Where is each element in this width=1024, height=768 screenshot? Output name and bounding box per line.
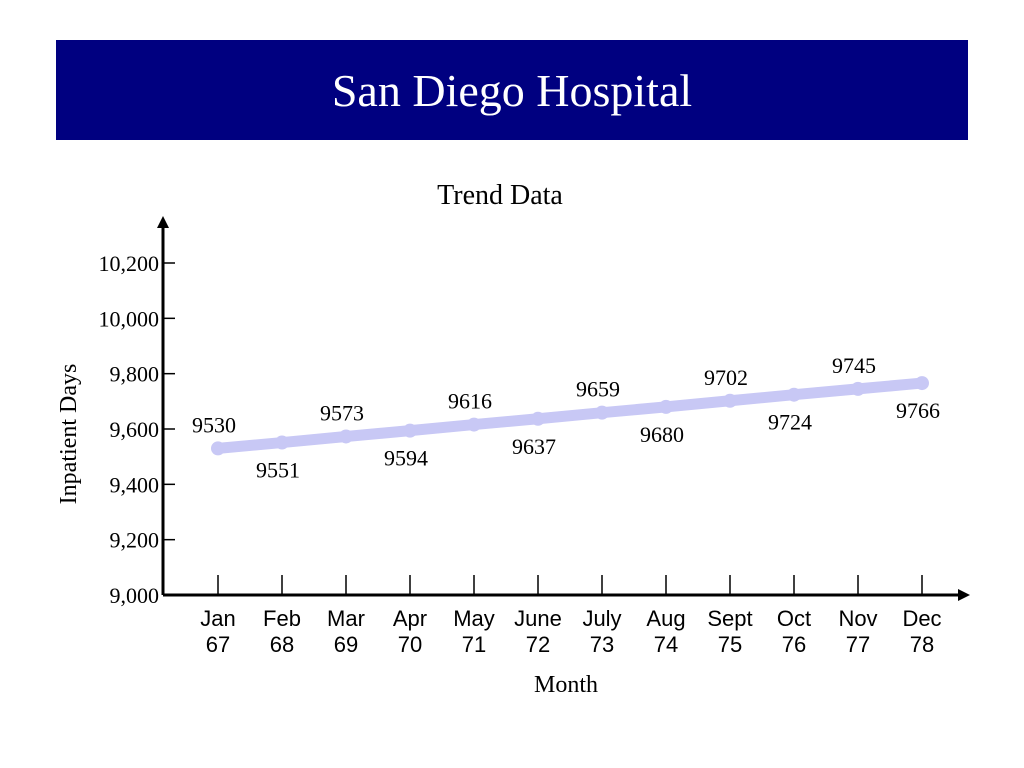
x-tick-label-month: Jan [200, 606, 235, 631]
y-tick-label: 9,400 [110, 472, 160, 497]
data-label: 9530 [192, 412, 236, 437]
x-tick-label-year: 70 [398, 632, 422, 657]
chart-axes [157, 216, 970, 601]
x-tick-label-month: July [582, 606, 621, 631]
data-point [211, 441, 225, 456]
data-label: 9745 [832, 353, 876, 378]
data-label: 9724 [768, 410, 812, 435]
x-tick-label-year: 69 [334, 632, 358, 657]
y-tick-label: 9,000 [110, 583, 160, 608]
x-tick-label-year: 76 [782, 632, 806, 657]
x-tick-label-month: Sept [707, 606, 752, 631]
data-point [915, 376, 929, 391]
x-tick-label-year: 75 [718, 632, 742, 657]
data-point [467, 417, 481, 432]
x-tick-label-year: 72 [526, 632, 550, 657]
x-tick-label-month: Dec [902, 606, 941, 631]
y-tick-label: 10,200 [99, 251, 160, 276]
data-label: 9594 [384, 446, 428, 471]
data-point [723, 393, 737, 408]
data-label: 9659 [576, 377, 620, 402]
x-tick-label-month: May [453, 606, 495, 631]
data-point [595, 405, 609, 420]
data-point [339, 429, 353, 444]
data-label: 9573 [320, 400, 364, 425]
data-point [787, 387, 801, 402]
data-label: 9551 [256, 458, 300, 483]
x-axis-arrow [958, 589, 970, 601]
x-tick-label-month: Nov [838, 606, 877, 631]
x-tick-label-month: Oct [777, 606, 811, 631]
y-tick-label: 9,200 [110, 528, 160, 553]
data-label: 9702 [704, 365, 748, 390]
page-title: San Diego Hospital [56, 40, 968, 140]
chart-title: Trend Data [437, 180, 563, 211]
x-axis-label: Month [534, 672, 598, 698]
x-tick-label-month: June [514, 606, 562, 631]
data-label: 9766 [896, 398, 940, 423]
x-tick-label-year: 77 [846, 632, 870, 657]
data-point [275, 435, 289, 450]
x-tick-label-year: 71 [462, 632, 486, 657]
x-tick-label-year: 68 [270, 632, 294, 657]
data-point [403, 423, 417, 438]
series-line [212, 377, 928, 454]
y-axis-arrow [157, 216, 169, 228]
x-tick-label-month: Mar [327, 606, 365, 631]
data-point [531, 411, 545, 426]
x-tick-label-month: Aug [646, 606, 685, 631]
data-label: 9637 [512, 434, 556, 459]
x-tick-label-year: 74 [654, 632, 678, 657]
data-point [851, 381, 865, 396]
y-axis-ticks: 9,000 9,200 9,400 9,600 9,800 10,000 10,200 [99, 251, 175, 608]
x-tick-label-year: 67 [206, 632, 230, 657]
data-point [659, 399, 673, 414]
series-inpatient-days [211, 376, 929, 456]
y-tick-label: 9,800 [110, 362, 160, 387]
y-axis-label: Inpatient Days [56, 364, 82, 505]
y-tick-label: 9,600 [110, 417, 160, 442]
y-tick-label: 10,000 [99, 306, 160, 331]
data-label: 9680 [640, 422, 684, 447]
x-tick-label-month: Apr [393, 606, 427, 631]
x-tick-label-month: Feb [263, 606, 301, 631]
data-labels: 9530 9551 9573 9594 9616 9637 9659 9680 9702 9724… [192, 353, 940, 483]
x-tick-label-year: 78 [910, 632, 934, 657]
data-label: 9616 [448, 389, 492, 414]
x-tick-label-year: 73 [590, 632, 614, 657]
